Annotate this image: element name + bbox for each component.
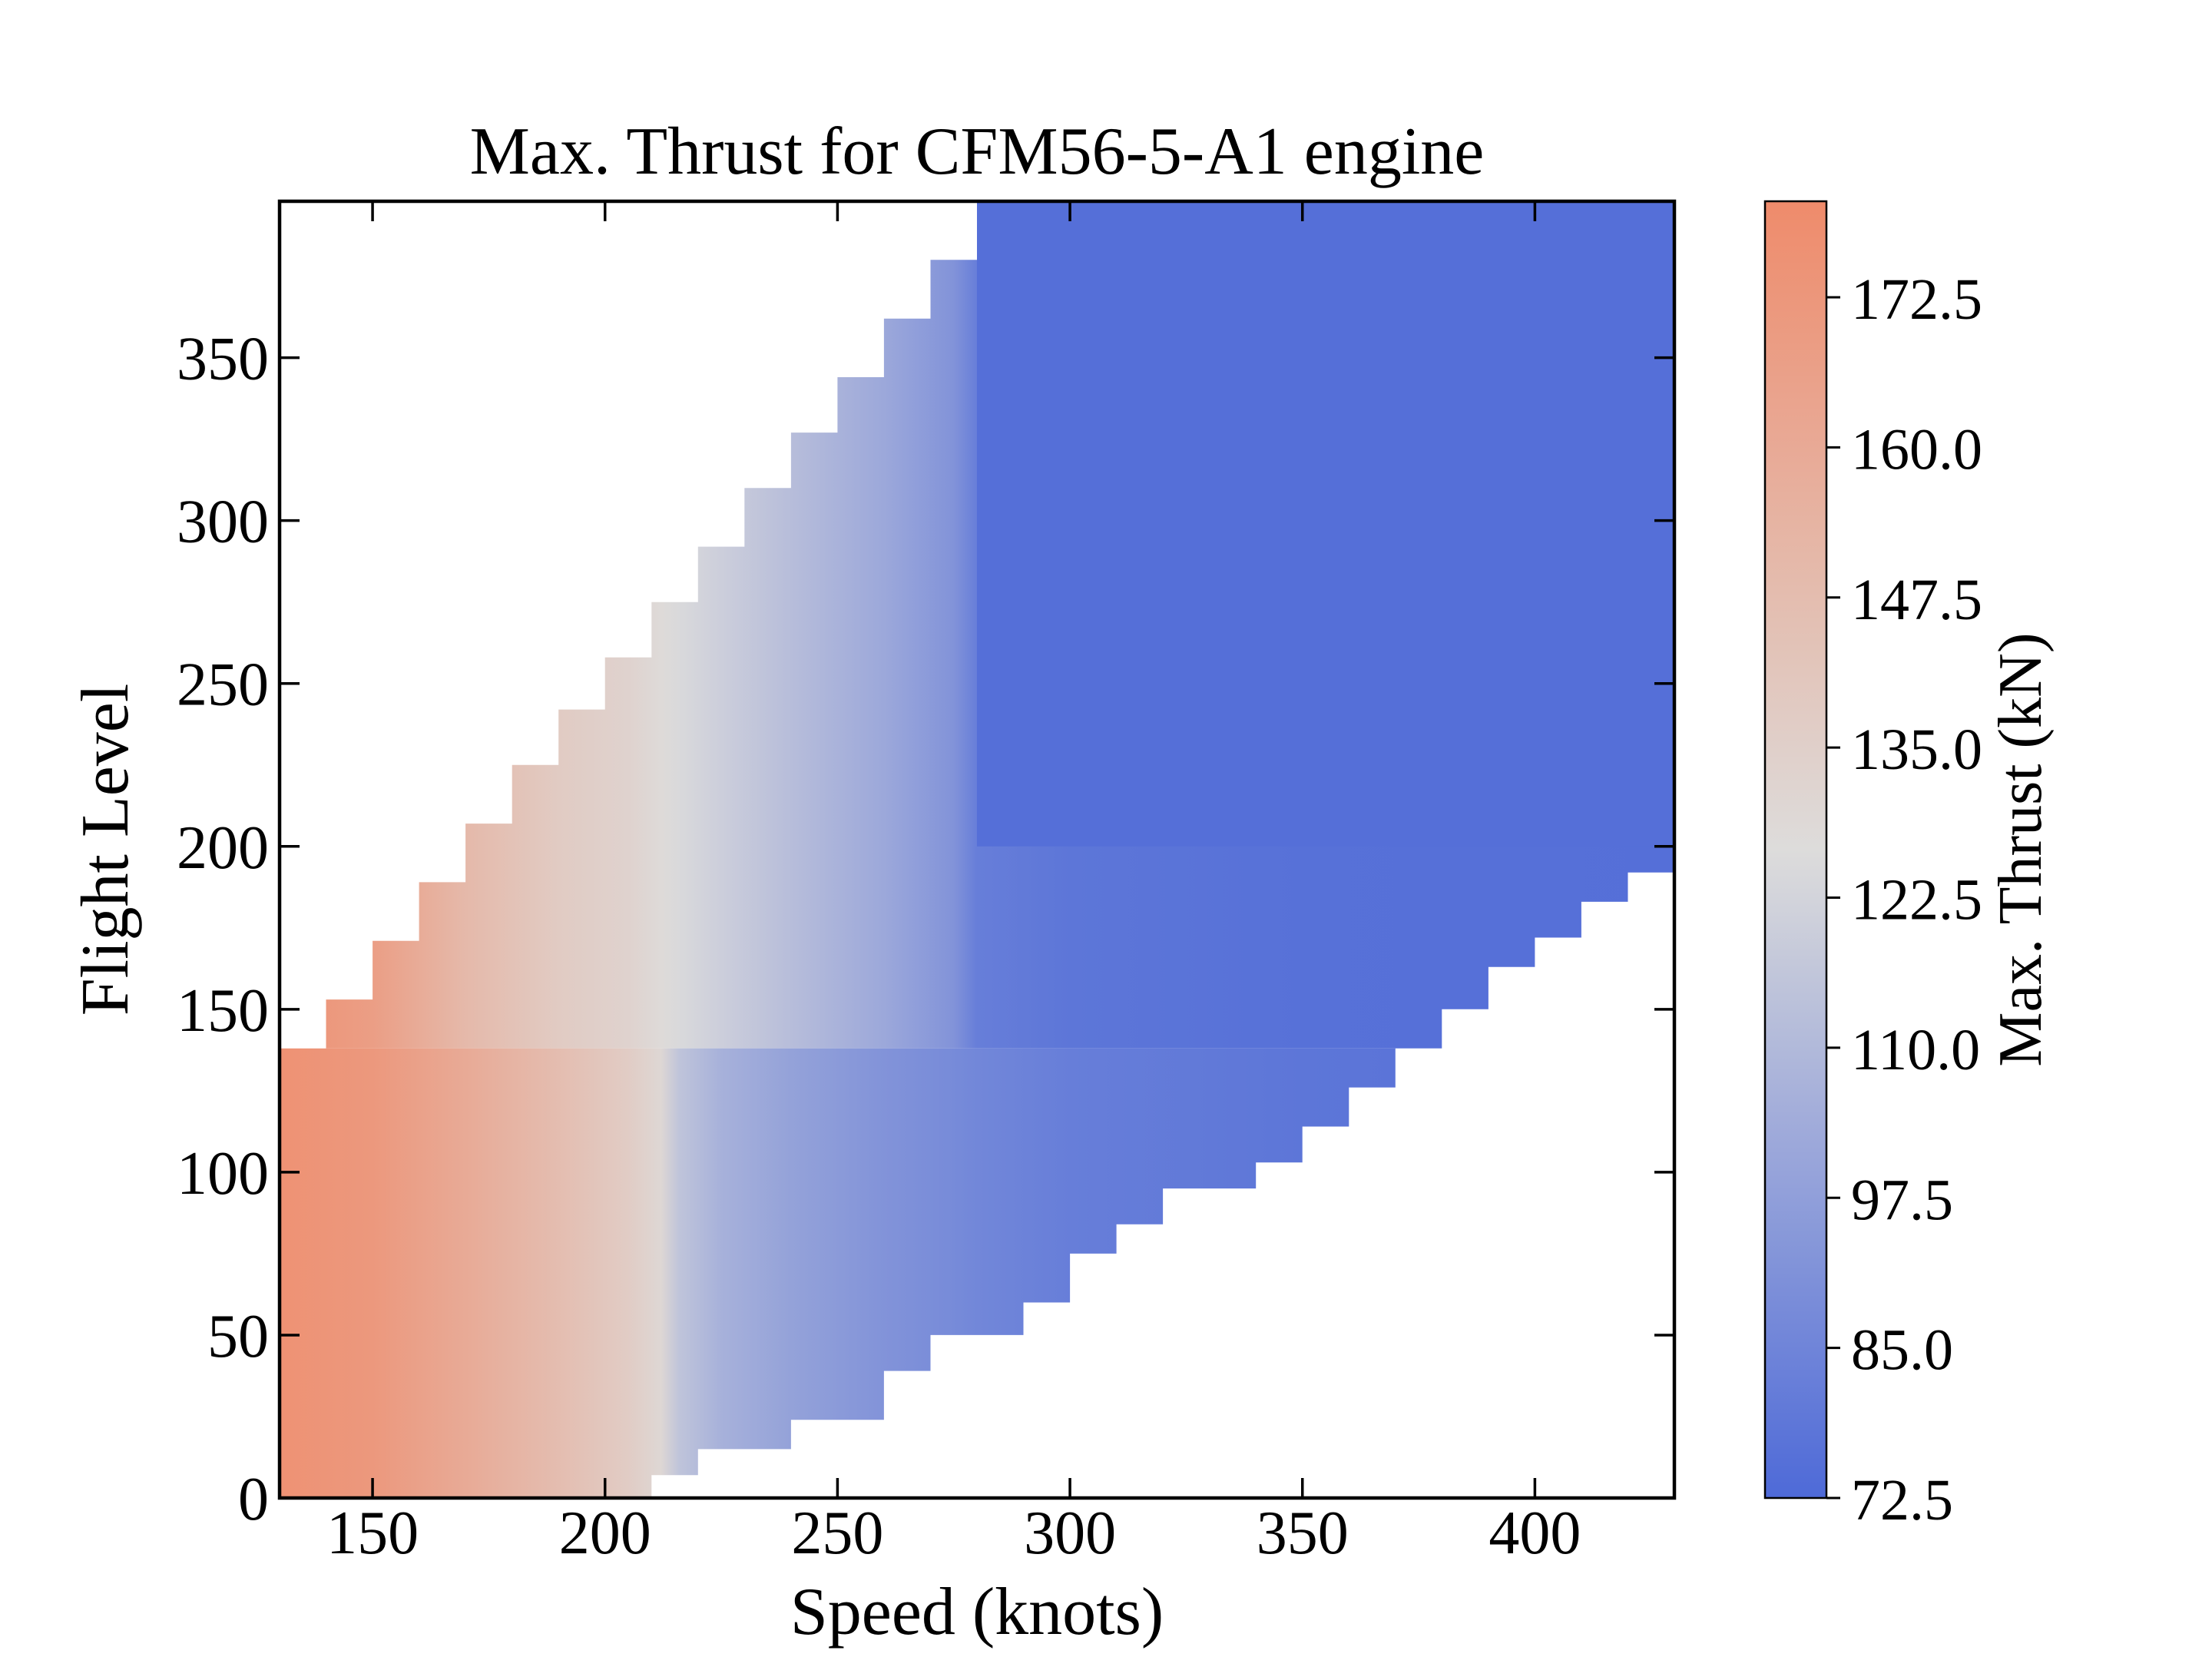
y-tick-label: 150 [177, 977, 269, 1045]
x-tick-label: 250 [791, 1500, 883, 1567]
colorbar-tick-label: 97.5 [1851, 1168, 1953, 1232]
plot-area: 150 200 250 300 350 400 0 50 100 150 200 250 300 350 [177, 199, 1677, 1567]
y-tick-label: 0 [238, 1466, 269, 1533]
y-tick-label: 50 [207, 1303, 269, 1370]
y-axis-label: Flight Level [68, 684, 143, 1016]
colorbar-gradient-strip [1765, 201, 1826, 1498]
colorbar-label: Max. Thrust (kN) [1987, 632, 2055, 1066]
plot-frame [277, 199, 1677, 1500]
x-tick-label: 350 [1257, 1500, 1349, 1567]
colorbar-tick-label: 72.5 [1851, 1468, 1953, 1533]
y-tick-label: 250 [177, 651, 269, 719]
colorbar-tick-label: 160.0 [1851, 417, 1982, 482]
y-axis-ticks: 0 50 100 150 200 250 300 350 [177, 326, 1674, 1533]
colorbar: 72.5 85.0 97.5 110.0 122.5 135.0 147.5 160.0 172… [1763, 200, 2055, 1533]
y-tick-label: 300 [177, 489, 269, 556]
thrust-band-cruise [977, 201, 1674, 847]
y-tick-label: 100 [177, 1140, 269, 1208]
colorbar-tick-label: 172.5 [1851, 267, 1982, 332]
y-tick-label: 200 [177, 814, 269, 882]
x-axis-ticks: 150 200 250 300 350 400 [326, 201, 1581, 1567]
x-tick-label: 300 [1024, 1500, 1116, 1567]
x-axis-label: Speed (knots) [790, 1575, 1164, 1649]
thrust-heatmap [280, 201, 1674, 1498]
colorbar-tick-label: 122.5 [1851, 868, 1982, 933]
colorbar-ticks: 72.5 85.0 97.5 110.0 122.5 135.0 147.5 160.0 172… [1826, 267, 1982, 1533]
x-tick-label: 150 [326, 1500, 419, 1567]
colorbar-tick-label: 147.5 [1851, 568, 1982, 632]
y-tick-label: 350 [177, 326, 269, 393]
colorbar-tick-label: 85.0 [1851, 1318, 1953, 1383]
colorbar-frame [1763, 200, 1828, 1500]
x-tick-label: 400 [1488, 1500, 1581, 1567]
colorbar-tick-label: 135.0 [1851, 717, 1982, 782]
chart-title: Max. Thrust for CFM56-5-A1 engine [470, 114, 1485, 189]
x-tick-label: 200 [559, 1500, 651, 1567]
colorbar-tick-label: 110.0 [1851, 1018, 1980, 1082]
thrust-band-low-altitude [280, 1048, 1674, 1498]
flight-envelope-region [280, 201, 1674, 1498]
